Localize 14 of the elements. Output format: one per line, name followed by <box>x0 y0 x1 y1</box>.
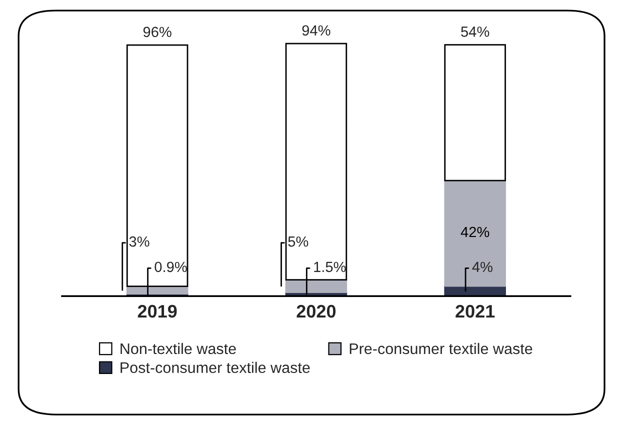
data-label: 96% <box>143 26 172 38</box>
x-tick-label: 2020 <box>296 304 336 318</box>
legend-label: Post-consumer textile waste <box>120 362 310 374</box>
data-label: 0.9% <box>154 262 187 272</box>
data-label: 54% <box>461 26 490 37</box>
legend-label: Pre-consumer textile waste <box>350 342 532 354</box>
data-label: 4% <box>472 262 492 272</box>
legend-label: Non-textile waste <box>120 342 236 354</box>
data-label: 5% <box>288 236 308 247</box>
data-label: 42% <box>460 226 490 238</box>
data-label: 3% <box>129 236 150 247</box>
x-tick-label: 2021 <box>456 304 495 318</box>
data-label: 94% <box>302 25 330 36</box>
x-tick-label: 2019 <box>138 304 177 318</box>
